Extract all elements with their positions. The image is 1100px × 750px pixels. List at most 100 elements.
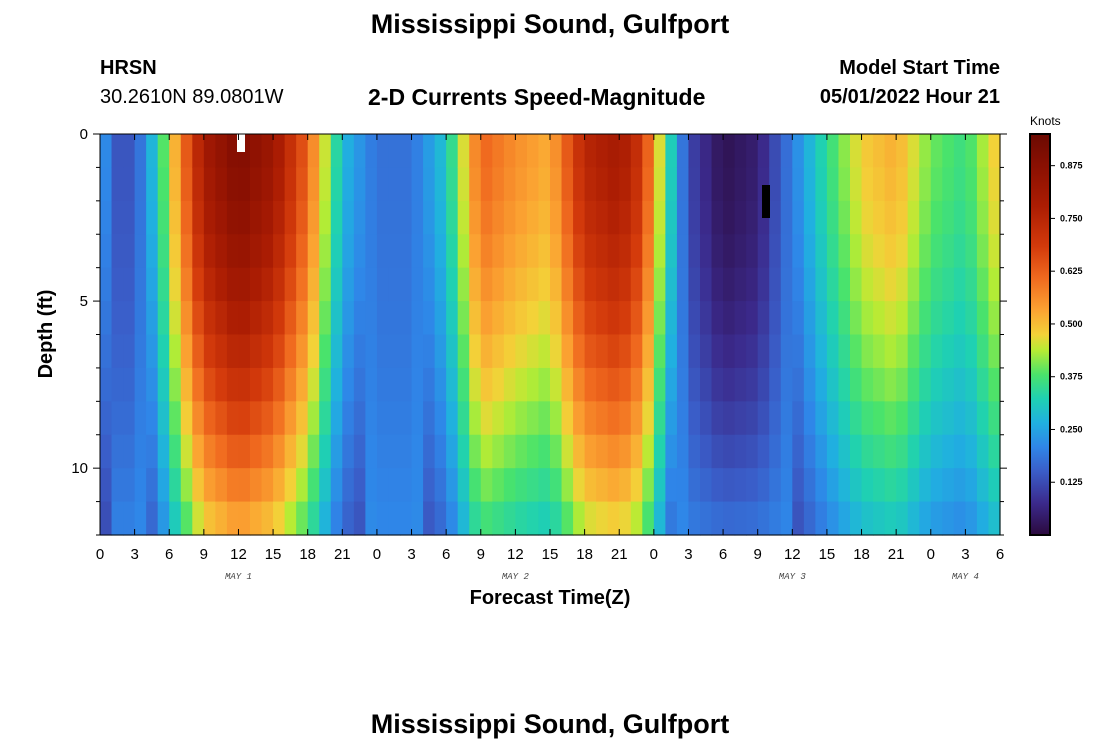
heatmap-cell: [400, 367, 413, 402]
heatmap-cell: [538, 200, 551, 235]
heatmap-cell: [630, 367, 643, 402]
heatmap-cell: [838, 401, 851, 436]
heatmap-cell: [100, 501, 113, 536]
heatmap-cell: [261, 334, 274, 369]
heatmap-cell: [261, 401, 274, 436]
heatmap-cell: [515, 434, 528, 469]
heatmap-cell: [134, 434, 147, 469]
heatmap-cell: [942, 367, 955, 402]
heatmap-cell: [388, 134, 401, 169]
heatmap-cell: [619, 200, 632, 235]
heatmap-cell: [100, 234, 113, 269]
heatmap-cell: [826, 234, 840, 269]
heatmap-cell: [630, 167, 643, 202]
heatmap-cell: [746, 401, 759, 436]
y-tick-label: 0: [80, 126, 88, 143]
heatmap-cell: [307, 401, 320, 436]
heatmap-cell: [526, 167, 540, 202]
heatmap-cell: [261, 434, 274, 469]
heatmap-cell: [642, 267, 655, 302]
heatmap-cell: [226, 234, 240, 269]
heatmap-cell: [261, 501, 274, 536]
heatmap-cell: [400, 334, 413, 369]
heatmap-cell: [676, 200, 690, 235]
heatmap-cell: [850, 367, 863, 402]
heatmap-cell: [850, 267, 863, 302]
heatmap-cell: [434, 434, 447, 469]
heatmap-cell: [584, 468, 597, 503]
heatmap-cell: [284, 367, 297, 402]
heatmap-cell: [746, 434, 759, 469]
heatmap-cell: [538, 134, 551, 169]
heatmap-cell: [884, 468, 897, 503]
heatmap-cell: [307, 501, 320, 536]
heatmap-cell: [180, 367, 193, 402]
heatmap-cell: [769, 401, 782, 436]
heatmap-cell: [169, 401, 182, 436]
heatmap-cell: [746, 200, 759, 235]
heatmap-cell: [515, 301, 528, 336]
x-tick-label: 12: [230, 546, 247, 563]
heatmap-cell: [803, 434, 816, 469]
heatmap-cell: [353, 434, 366, 469]
heatmap-cell: [238, 167, 251, 202]
heatmap-cell: [642, 134, 655, 169]
heatmap-cell: [723, 468, 736, 503]
model-start-label: Model Start Time: [839, 57, 1000, 79]
heatmap-cell: [365, 301, 378, 336]
heatmap-cell: [250, 134, 263, 169]
heatmap-cell: [492, 501, 505, 536]
heatmap-cell: [711, 501, 724, 536]
heatmap-cell: [861, 234, 874, 269]
heatmap-cell: [734, 234, 747, 269]
heatmap-cell: [953, 234, 966, 269]
heatmap-cell: [411, 367, 424, 402]
heatmap-cell: [342, 134, 355, 169]
heatmap-cell: [284, 167, 297, 202]
heatmap-cell: [734, 200, 747, 235]
heatmap-cell: [688, 501, 701, 536]
heatmap-cell: [976, 134, 990, 169]
x-tick-label: 0: [927, 546, 935, 563]
heatmap-cell: [226, 200, 240, 235]
heatmap-cell: [296, 434, 309, 469]
heatmap-cell: [919, 301, 932, 336]
heatmap-cell: [538, 434, 551, 469]
day-label: MAY 1: [225, 572, 252, 582]
heatmap-cell: [907, 367, 920, 402]
heatmap-cell: [780, 301, 793, 336]
heatmap-cell: [665, 167, 678, 202]
heatmap-cell: [596, 367, 609, 402]
heatmap-cell: [953, 367, 966, 402]
heatmap-cell: [515, 167, 528, 202]
heatmap-cell: [769, 301, 782, 336]
heatmap-cell: [134, 234, 147, 269]
heatmap-cell: [907, 468, 920, 503]
heatmap-cell: [573, 134, 586, 169]
heatmap-cell: [780, 401, 793, 436]
heatmap-cell: [446, 267, 459, 302]
x-axis: 0 3 6 9 12 15 18 21 0 3 6 9 12 15 18 21 0 3 6 9 12 15 18 21 0 3 6 M…: [96, 134, 1004, 582]
heatmap-cell: [976, 367, 990, 402]
heatmap-cell: [723, 234, 736, 269]
heatmap-cell: [492, 434, 505, 469]
heatmap-cell: [226, 401, 240, 436]
heatmap-cell: [457, 367, 470, 402]
heatmap-cell: [653, 267, 666, 302]
x-tick-label: 12: [784, 546, 801, 563]
heatmap-cell: [157, 434, 170, 469]
heatmap-cell: [607, 167, 620, 202]
heatmap-cell: [457, 468, 470, 503]
heatmap-cell: [180, 200, 193, 235]
heatmap-cell: [596, 401, 609, 436]
heatmap-cell: [457, 200, 470, 235]
heatmap-cell: [953, 301, 966, 336]
heatmap-cell: [734, 501, 747, 536]
heatmap-cell: [157, 234, 170, 269]
heatmap-cell: [826, 301, 840, 336]
heatmap-cell: [561, 167, 574, 202]
heatmap-cell: [284, 200, 297, 235]
heatmap-cell: [146, 234, 159, 269]
heatmap-cell: [180, 134, 193, 169]
heatmap-cell: [203, 267, 216, 302]
